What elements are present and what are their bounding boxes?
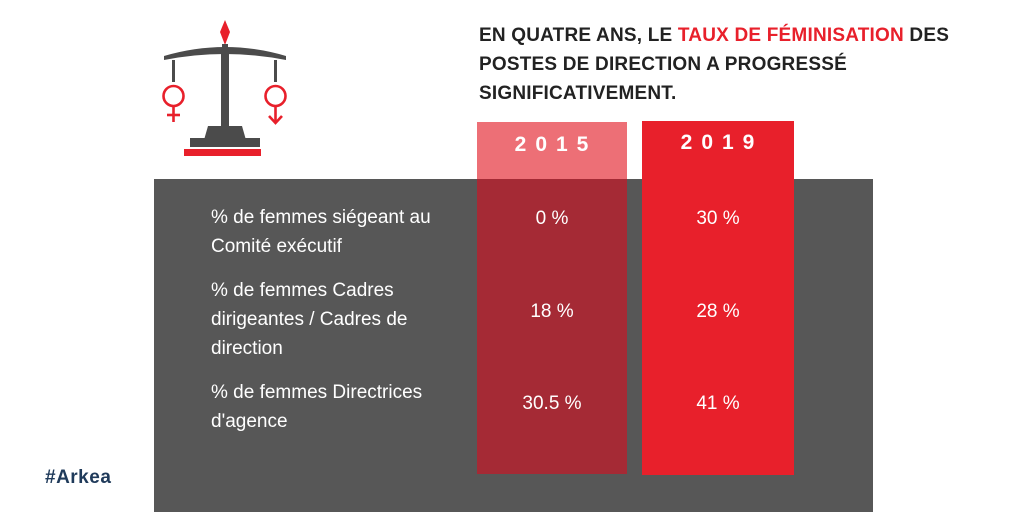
headline: EN QUATRE ANS, LE TAUX DE FÉMINISATION D…: [479, 21, 959, 108]
value-2019-branch-directors: 41 %: [696, 393, 740, 414]
column-2015-body: [477, 179, 627, 474]
column-2019: [642, 121, 794, 475]
year-2019-header: 2019: [680, 131, 764, 154]
row-label-branch-directors: % de femmes Directrices d'agence: [211, 382, 423, 432]
value-2019-executive-committee: 30 %: [696, 208, 740, 229]
value-2015-branch-directors: 30.5 %: [522, 393, 582, 414]
value-2015-executive-committee: 0 %: [535, 208, 569, 229]
headline-part2: DES POSTES DE DIRECTION A PROGRESSÉ SIGN…: [479, 25, 950, 104]
row-label-executive-committee: % de femmes siégeant au Comité exécutif: [211, 207, 431, 257]
balance-scale-gender-icon: [162, 20, 287, 156]
headline-part1: EN QUATRE ANS, LE: [479, 25, 678, 46]
hashtag: #Arkea: [45, 467, 112, 488]
row-label-senior-executives: % de femmes Cadres dirigeantes / Cadres …: [211, 280, 408, 359]
headline-highlight: TAUX DE FÉMINISATION: [677, 25, 904, 46]
value-2015-senior-executives: 18 %: [530, 301, 574, 322]
year-2015-header: 2015: [514, 133, 598, 156]
value-2019-senior-executives: 28 %: [696, 301, 740, 322]
